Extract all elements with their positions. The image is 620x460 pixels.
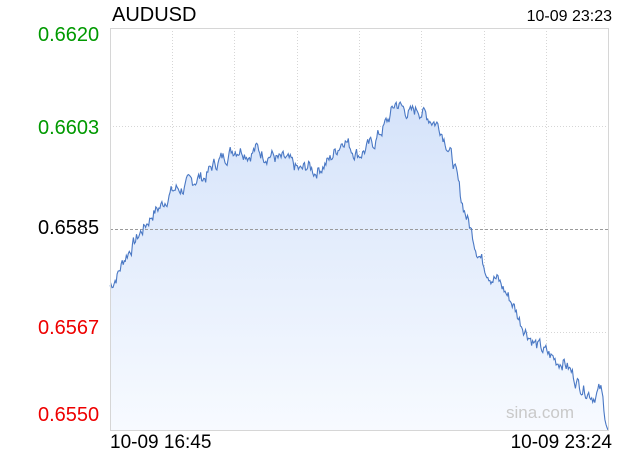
y-tick-label-2: 0.6585 [38,217,100,239]
y-tick-label-3: 0.6567 [38,317,100,339]
chart-timestamp: 10-09 23:23 [526,8,612,25]
price-area-fill [110,102,608,430]
y-tick-label-4: 0.6550 [38,404,100,426]
x-tick-label-end: 10-09 23:24 [510,432,612,453]
watermark: sina.com [506,403,575,422]
x-tick-label-start: 10-09 16:45 [110,432,212,453]
plot-border [110,28,609,431]
y-tick-label-0: 0.6620 [38,24,100,46]
chart-title: AUDUSD [112,4,197,26]
y-tick-label-1: 0.6603 [38,117,100,139]
price-line [109,100,609,431]
